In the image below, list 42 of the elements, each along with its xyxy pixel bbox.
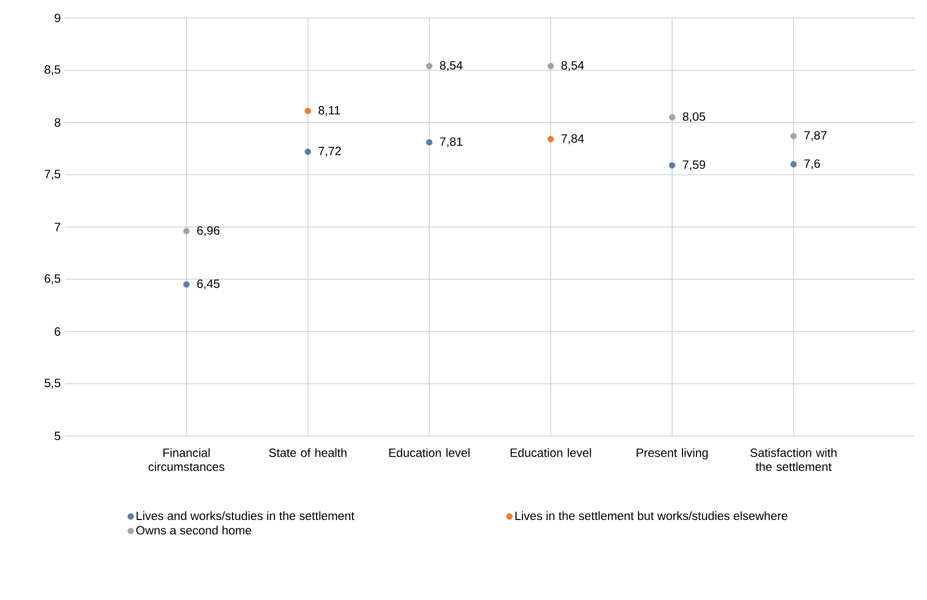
x-tick-label: Satisfaction with the settlement <box>750 448 836 471</box>
y-tick-label: 5,5 <box>44 378 60 389</box>
point <box>426 62 432 70</box>
y-tick-label: 8 <box>54 118 60 127</box>
data-label: 7,6 <box>804 159 820 170</box>
point <box>548 62 554 70</box>
data-label: 7,59 <box>682 160 706 170</box>
y-tick-label: 7,5 <box>44 170 60 180</box>
data-label: 6,96 <box>197 226 220 236</box>
point <box>183 228 190 234</box>
data-label: 8,05 <box>682 112 706 122</box>
data-label: 7,84 <box>562 134 584 144</box>
x-tick-label: Financial circumstances <box>148 448 224 471</box>
data-label: 8,54 <box>440 61 462 72</box>
point <box>548 136 554 142</box>
data-label: 7,72 <box>318 146 341 157</box>
point <box>668 114 676 120</box>
legend-label: Owns a second home <box>136 526 252 535</box>
y-tick-label: 9 <box>54 14 60 22</box>
point <box>668 162 676 169</box>
data-label: 7,81 <box>440 137 462 148</box>
data-label: 8,11 <box>318 106 340 116</box>
x-tick-label: Education level <box>389 448 470 457</box>
y-tick-label: 5 <box>54 432 60 440</box>
legend-label: Lives in the settlement but works/studies elsewhere <box>515 511 788 520</box>
x-tick-label: State of health <box>269 448 346 457</box>
point <box>790 132 797 140</box>
data-label: 7,87 <box>804 131 827 142</box>
point <box>304 148 312 155</box>
point <box>426 139 432 146</box>
legend-label: Lives and works/studies in the settlement <box>136 511 354 520</box>
data-label: 6,45 <box>197 280 220 290</box>
point <box>183 281 190 288</box>
y-tick-label: 8,5 <box>44 65 60 76</box>
y-tick-label: 6,5 <box>44 274 60 284</box>
point <box>790 161 797 168</box>
y-tick-label: 7 <box>54 222 60 232</box>
x-tick-label: Present living <box>636 448 708 460</box>
x-tick-label: Education level <box>510 448 591 457</box>
data-label: 8,54 <box>561 61 584 72</box>
point <box>304 108 312 114</box>
y-tick-label: 6 <box>54 327 60 336</box>
